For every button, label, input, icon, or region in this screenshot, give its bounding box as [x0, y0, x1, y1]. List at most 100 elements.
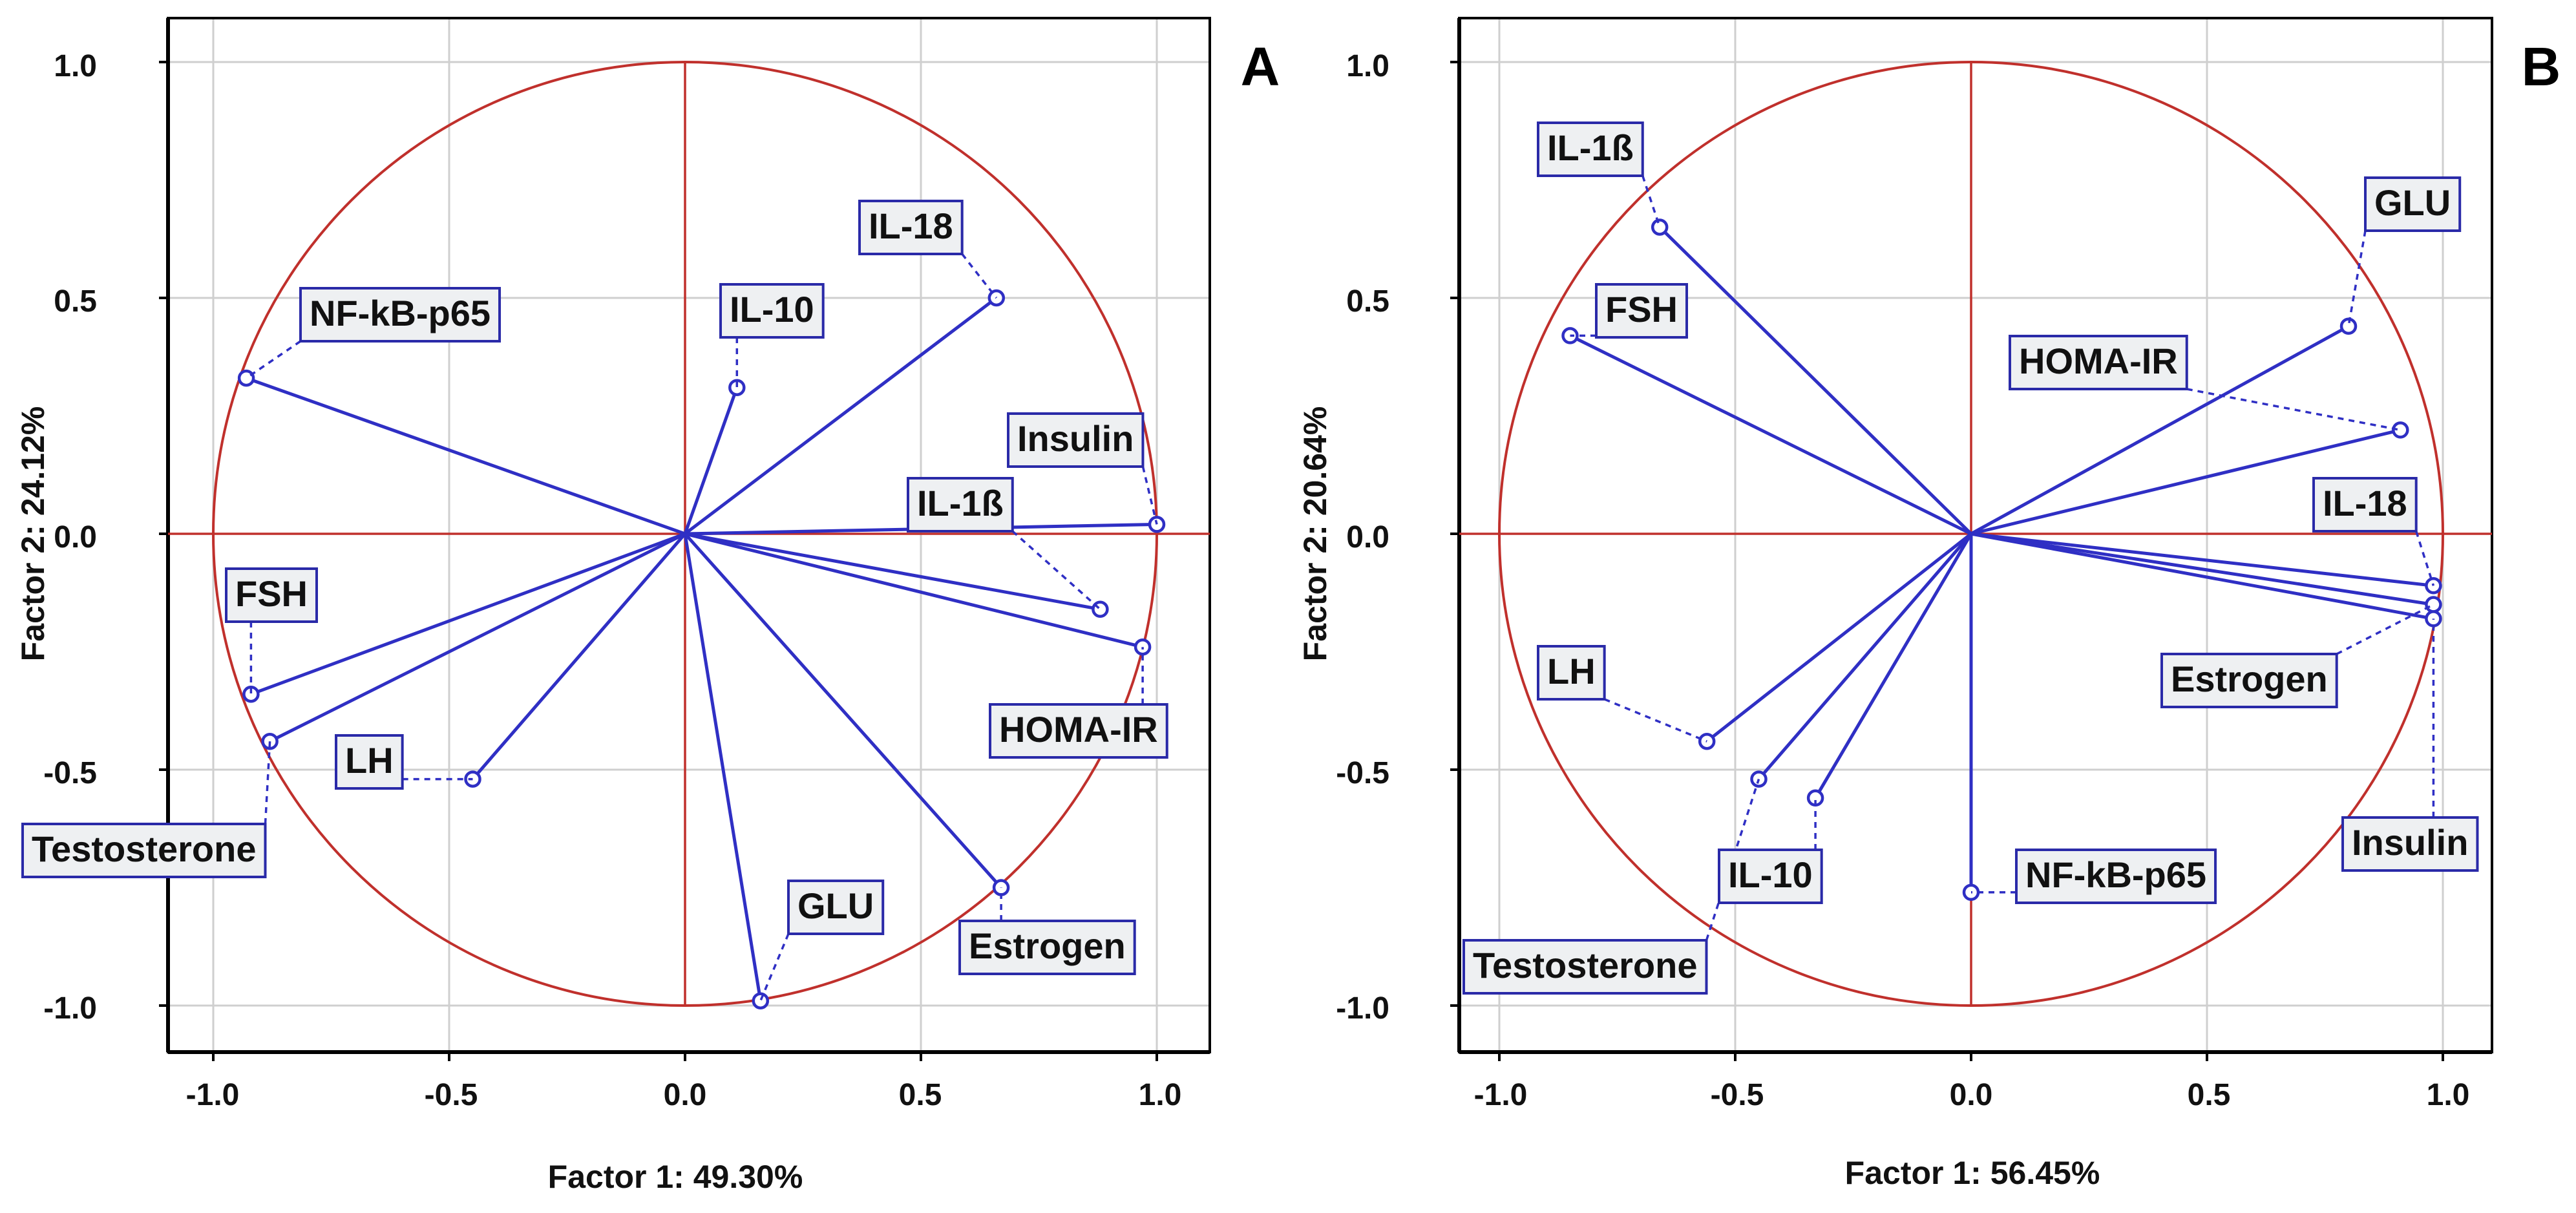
panel-a-vectors: [237, 289, 1166, 1009]
label-leader-line: [1011, 530, 1101, 611]
loading-vector: [1813, 533, 1973, 799]
variable-label: IL-1ß: [1547, 127, 1634, 168]
loading-vector: [1970, 324, 2350, 536]
label-box: [1718, 849, 1823, 904]
variable-label: Insulin: [1017, 418, 1134, 459]
loading-vector: [684, 532, 1143, 649]
variable-label: FSH: [1605, 289, 1678, 330]
loading-point: [1651, 218, 1669, 236]
label-box: [2160, 653, 2338, 708]
loading-point: [728, 379, 746, 396]
x-axis-title: Factor 1: 56.45%: [1845, 1155, 2100, 1191]
label-box: [21, 823, 267, 878]
y-tick-label: 1.0: [54, 49, 97, 83]
variable-label: IL-18: [2323, 483, 2407, 523]
y-tick-label: -0.5: [1336, 756, 1389, 790]
variable-label: HOMA-IR: [999, 709, 1158, 750]
loading-vector: [683, 533, 763, 1002]
variable-label: Estrogen: [969, 925, 1126, 966]
label-box: [2009, 335, 2188, 390]
x-tick-label: -1.0: [186, 1078, 240, 1112]
label-leader-line: [2186, 388, 2401, 432]
loading-vector: [683, 386, 739, 534]
panel-letter: B: [2522, 36, 2561, 97]
label-leader-line: [1141, 466, 1158, 525]
label-box: [1462, 939, 1708, 995]
y-tick-label: -1.0: [1336, 991, 1389, 1026]
label-box: [1007, 412, 1145, 468]
variable-label: GLU: [797, 885, 874, 926]
loading-vector: [1970, 532, 2434, 606]
label-box: [719, 283, 825, 339]
label-box: [989, 703, 1168, 759]
x-tick-label: 0.5: [899, 1078, 942, 1112]
y-tick-label: 0.0: [1346, 520, 1389, 554]
x-tick-label: 1.0: [1139, 1078, 1182, 1112]
label-box: [858, 200, 964, 255]
panel-a: NF-kB-p65 IL-10 IL-18 Insulin IL-1ß HOMA-IR FS…: [15, 17, 1280, 1195]
label-leader-line: [961, 253, 998, 299]
label-leader-line: [264, 741, 271, 825]
loading-vector: [684, 297, 998, 535]
panel-b-x-tick-labels: -1.0 -0.5 0.0 0.5 1.0: [1474, 1078, 2470, 1112]
variable-label: LH: [1547, 651, 1596, 691]
variable-label: FSH: [235, 573, 308, 614]
label-leader-line: [2336, 603, 2434, 655]
loading-vector: [1705, 533, 1972, 743]
loading-point: [752, 992, 770, 1009]
label-box: [2015, 849, 2217, 904]
variable-label: GLU: [2374, 182, 2451, 223]
x-tick-label: 0.0: [664, 1078, 707, 1112]
loading-vector: [1970, 532, 2434, 620]
loading-point: [2339, 317, 2358, 335]
variable-label: Insulin: [2352, 822, 2468, 863]
y-tick-label: -0.5: [43, 756, 97, 790]
loading-vector: [250, 532, 686, 696]
variable-label: Testosterone: [1473, 945, 1697, 986]
panel-letter: A: [1241, 36, 1280, 97]
label-box: [2364, 176, 2462, 232]
loading-vector: [471, 533, 686, 781]
variable-label: IL-10: [730, 289, 814, 330]
label-leader-line: [2347, 230, 2367, 327]
panel-a-y-tick-labels: 1.0 0.5 0.0 -0.5 -1.0: [43, 49, 97, 1026]
label-box: [1595, 283, 1688, 339]
panel-b-labels: IL-1ß FSH GLU HOMA-IR IL-18 Estrogen Insulin LH…: [1462, 121, 2479, 995]
loading-vector: [1970, 532, 2434, 587]
label-leader-line: [1603, 698, 1707, 743]
y-tick-label: 0.0: [54, 520, 97, 554]
variable-label: NF-kB-p65: [310, 293, 491, 333]
loading-point: [242, 685, 260, 703]
label-box: [2312, 477, 2418, 533]
y-axis-title: Factor 2: 20.64%: [1297, 406, 1333, 662]
y-tick-label: 0.5: [54, 284, 97, 319]
label-leader-line: [759, 933, 790, 1002]
variable-label: IL-1ß: [917, 483, 1004, 523]
label-box: [1537, 645, 1606, 701]
label-leader-line: [2415, 531, 2435, 586]
panel-b-y-tick-labels: 1.0 0.5 0.0 -0.5 -1.0: [1336, 49, 1389, 1026]
panel-b: IL-1ß FSH GLU HOMA-IR IL-18 Estrogen Insulin LH…: [1297, 17, 2561, 1191]
x-tick-label: 1.0: [2427, 1078, 2470, 1112]
loading-vector: [1757, 533, 1972, 781]
variable-label: NF-kB-p65: [2025, 854, 2206, 895]
y-tick-label: 0.5: [1346, 284, 1389, 319]
loading-vector: [269, 532, 686, 743]
x-tick-label: -0.5: [425, 1078, 478, 1112]
y-tick-label: -1.0: [43, 991, 97, 1026]
x-axis-title: Factor 1: 49.30%: [548, 1159, 803, 1195]
variable-label: IL-10: [1728, 854, 1813, 895]
loading-vector: [684, 532, 1101, 611]
label-box: [335, 734, 404, 790]
variable-label: IL-18: [869, 206, 953, 246]
label-box: [2341, 816, 2479, 872]
label-box: [299, 287, 501, 343]
x-tick-label: -0.5: [1711, 1078, 1764, 1112]
panel-a-labels: NF-kB-p65 IL-10 IL-18 Insulin IL-1ß HOMA-IR FS…: [21, 200, 1168, 1002]
label-box: [225, 567, 318, 623]
x-tick-label: 0.0: [1950, 1078, 1993, 1112]
y-tick-label: 1.0: [1346, 49, 1389, 83]
label-box: [907, 477, 1014, 533]
